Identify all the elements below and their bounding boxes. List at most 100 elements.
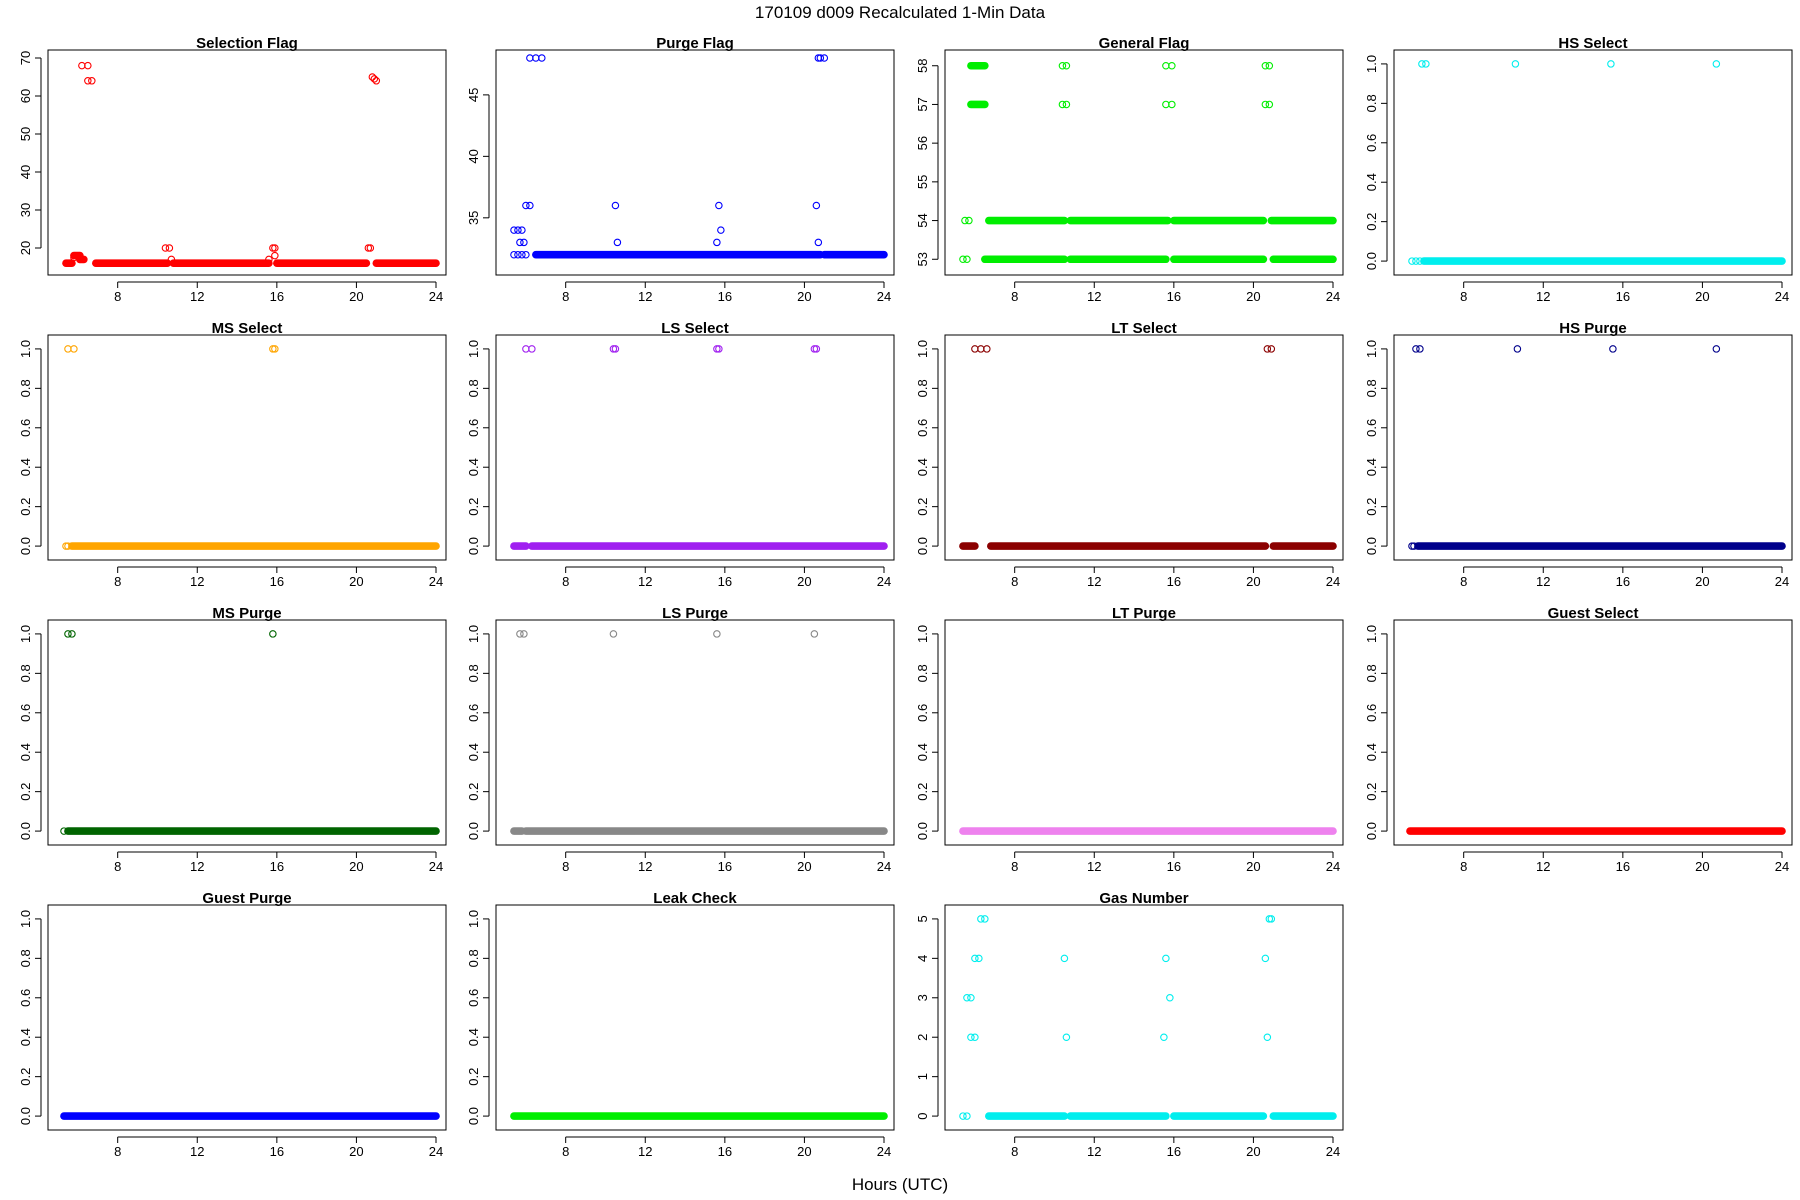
x-tick-label: 16: [1616, 289, 1630, 304]
data-point: [611, 201, 620, 210]
data-point: [611, 345, 620, 353]
x-tick-label: 8: [562, 574, 569, 589]
data-point: [76, 255, 84, 264]
data-point: [1265, 915, 1274, 923]
y-tick-label: 35: [466, 211, 481, 225]
data-point: [520, 630, 528, 638]
y-tick-label: 0.8: [18, 949, 33, 967]
y-tick-label: 0.2: [915, 783, 930, 801]
panel-leak-check: Leak Check 8 12 16 20 24 0.0 0.2 0.4 0.6 0.8 1.0: [466, 890, 895, 1159]
data-point: [1261, 61, 1270, 70]
x-tick-label: 16: [1167, 1144, 1181, 1159]
data-point: [1410, 542, 1418, 550]
x-tick-label: 16: [1167, 859, 1181, 874]
y-tick-label: 0.8: [1364, 94, 1379, 112]
data-point: [609, 630, 618, 638]
data-point: [265, 255, 273, 264]
data-point: [715, 345, 723, 353]
x-tick-label: 12: [638, 574, 652, 589]
x-tick-label: 20: [1246, 859, 1260, 874]
y-tick-label: 0.4: [466, 1028, 481, 1046]
data-point: [514, 250, 522, 259]
data-point: [1166, 994, 1174, 1002]
x-tick-label: 12: [1087, 574, 1101, 589]
y-tick-label: 0.0: [18, 822, 33, 840]
panel-selection-flag: Selection Flag 8 12 16 20 24 20 30 40 50 60 70: [18, 35, 447, 304]
x-tick-label: 24: [429, 1144, 443, 1159]
data-point: [1168, 100, 1176, 109]
x-tick-label: 24: [1326, 289, 1340, 304]
panel-guest-purge: Guest Purge 8 12 16 20 24 0.0 0.2 0.4 0.6 0.8 1.0: [18, 890, 447, 1159]
x-tick-label: 12: [190, 574, 204, 589]
data-point: [959, 1112, 967, 1120]
data-point: [1062, 1033, 1071, 1041]
y-tick-label: 0: [915, 1112, 930, 1119]
x-tick-label: 20: [797, 289, 811, 304]
x-tick-label: 20: [797, 1144, 811, 1159]
plot-frame: [1393, 619, 1793, 846]
data-point: [967, 1033, 975, 1041]
data-point: [1513, 345, 1522, 353]
y-tick-label: 3: [915, 994, 930, 1001]
y-tick-label: 45: [466, 88, 481, 102]
data-point: [167, 255, 176, 264]
data-point: [1422, 60, 1430, 68]
y-tick-label: 0.2: [466, 1068, 481, 1086]
data-point: [514, 226, 522, 234]
data-point: [1609, 345, 1617, 353]
y-tick-label: 0.8: [1364, 379, 1379, 397]
data-point: [1416, 345, 1424, 353]
x-tick-label: 24: [429, 289, 443, 304]
y-tick-label: 1.0: [18, 910, 33, 928]
data-point: [713, 630, 721, 638]
data-point: [269, 630, 277, 638]
data-point: [981, 915, 989, 923]
x-tick-label: 24: [1326, 859, 1340, 874]
panel-title: MS Select: [212, 320, 283, 337]
panel-general-flag: General Flag 8 12 16 20 24 53 54 55 56 57 58: [915, 35, 1344, 304]
data-point: [959, 255, 967, 264]
panel-hs-select: HS Select 8 12 16 20 24 0.0 0.2 0.4 0.6 0.8 1.0: [1364, 35, 1793, 304]
data-point: [368, 73, 377, 81]
data-point: [520, 238, 528, 247]
x-tick-label: 16: [1167, 289, 1181, 304]
x-tick-label: 24: [877, 1144, 891, 1159]
data-point: [816, 54, 825, 62]
x-tick-label: 20: [349, 859, 363, 874]
x-tick-label: 24: [429, 574, 443, 589]
y-tick-label: 5: [915, 915, 930, 922]
data-point: [370, 75, 379, 83]
y-tick-label: 0.2: [18, 498, 33, 516]
y-tick-label: 0.2: [1364, 213, 1379, 231]
y-tick-label: 0.4: [915, 743, 930, 761]
data-point: [1060, 954, 1069, 963]
y-tick-label: 0.6: [18, 704, 33, 722]
plot-frame: [47, 619, 447, 846]
panel-title: LT Select: [1111, 320, 1177, 337]
data-point: [372, 77, 381, 85]
y-tick-label: 2: [915, 1034, 930, 1041]
plot-frame: [495, 49, 895, 276]
x-tick-label: 16: [718, 574, 732, 589]
y-tick-label: 0.8: [466, 664, 481, 682]
data-point: [1511, 60, 1520, 68]
y-tick-label: 4: [915, 955, 930, 962]
data-point: [84, 61, 92, 70]
panel-title: MS Purge: [212, 605, 281, 622]
y-tick-label: 0.4: [466, 743, 481, 761]
panel-title: LS Select: [661, 320, 729, 337]
y-tick-label: 0.8: [18, 664, 33, 682]
data-point: [518, 250, 526, 259]
plot-frame: [1393, 334, 1793, 561]
y-tick-label: 60: [18, 89, 33, 103]
x-tick-label: 8: [1011, 289, 1018, 304]
data-point: [713, 345, 721, 353]
x-tick-label: 12: [1087, 289, 1101, 304]
y-tick-label: 0.4: [18, 743, 33, 761]
x-tick-label: 20: [349, 1144, 363, 1159]
y-tick-label: 56: [915, 136, 930, 150]
y-tick-label: 1.0: [915, 340, 930, 358]
panel-guest-select: Guest Select 8 12 16 20 24 0.0 0.2 0.4 0.6 0.8 1.0: [1364, 605, 1793, 874]
data-point: [522, 201, 530, 210]
data-point: [526, 201, 534, 210]
